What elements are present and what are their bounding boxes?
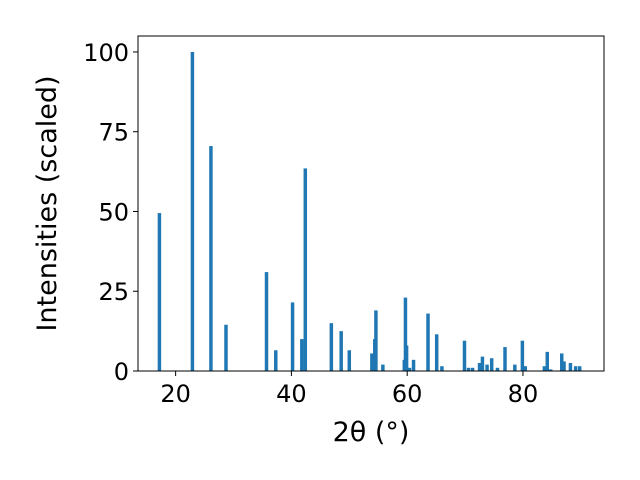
bar xyxy=(523,366,528,371)
y-tick-label: 50 xyxy=(98,198,129,226)
bar xyxy=(549,369,553,371)
bar xyxy=(381,364,385,371)
y-tick-label: 25 xyxy=(98,278,129,306)
bar xyxy=(426,313,430,371)
x-tick-label: 20 xyxy=(160,380,191,408)
bar xyxy=(560,353,564,371)
bar xyxy=(542,366,547,371)
bar xyxy=(440,366,444,371)
bar xyxy=(466,367,471,371)
bar xyxy=(480,356,485,371)
y-tick-label: 75 xyxy=(98,119,129,147)
bar xyxy=(485,364,489,371)
bar xyxy=(404,345,409,371)
bar xyxy=(209,146,213,371)
bar xyxy=(513,364,517,371)
bar xyxy=(157,213,162,371)
bar xyxy=(573,366,578,371)
bar xyxy=(489,358,494,371)
x-axis-ticks: 20 40 60 80 xyxy=(160,371,538,408)
bar xyxy=(503,347,507,371)
bar xyxy=(434,334,439,371)
y-axis-ticks: 0 25 50 75 100 xyxy=(83,39,138,386)
bar xyxy=(407,367,412,371)
bar xyxy=(264,272,269,371)
y-axis-label: Intensities (scaled) xyxy=(32,75,63,331)
bar xyxy=(462,340,467,371)
bar xyxy=(224,324,228,371)
bar xyxy=(339,331,343,371)
bar xyxy=(545,351,550,371)
bar xyxy=(411,359,416,371)
bar xyxy=(568,363,573,371)
bar xyxy=(190,51,195,371)
bar xyxy=(477,363,482,371)
bar xyxy=(347,350,352,371)
x-axis-label: 2θ (°) xyxy=(333,417,410,448)
x-tick-label: 40 xyxy=(276,380,307,408)
bar xyxy=(562,361,566,371)
bar xyxy=(370,353,374,371)
plot-frame xyxy=(137,35,605,372)
y-tick-label: 100 xyxy=(83,39,129,67)
bar xyxy=(520,340,525,371)
x-tick-label: 80 xyxy=(508,380,539,408)
bar xyxy=(329,323,334,371)
y-tick-label: 0 xyxy=(114,358,129,386)
bar xyxy=(290,302,295,371)
bar xyxy=(274,350,278,371)
bar xyxy=(374,310,378,371)
bar xyxy=(300,339,304,371)
bar xyxy=(577,366,582,371)
bar xyxy=(495,367,500,371)
bar xyxy=(303,168,308,371)
x-tick-label: 60 xyxy=(392,380,423,408)
bar xyxy=(470,367,475,371)
bars-group xyxy=(157,51,582,371)
bar xyxy=(403,297,408,371)
